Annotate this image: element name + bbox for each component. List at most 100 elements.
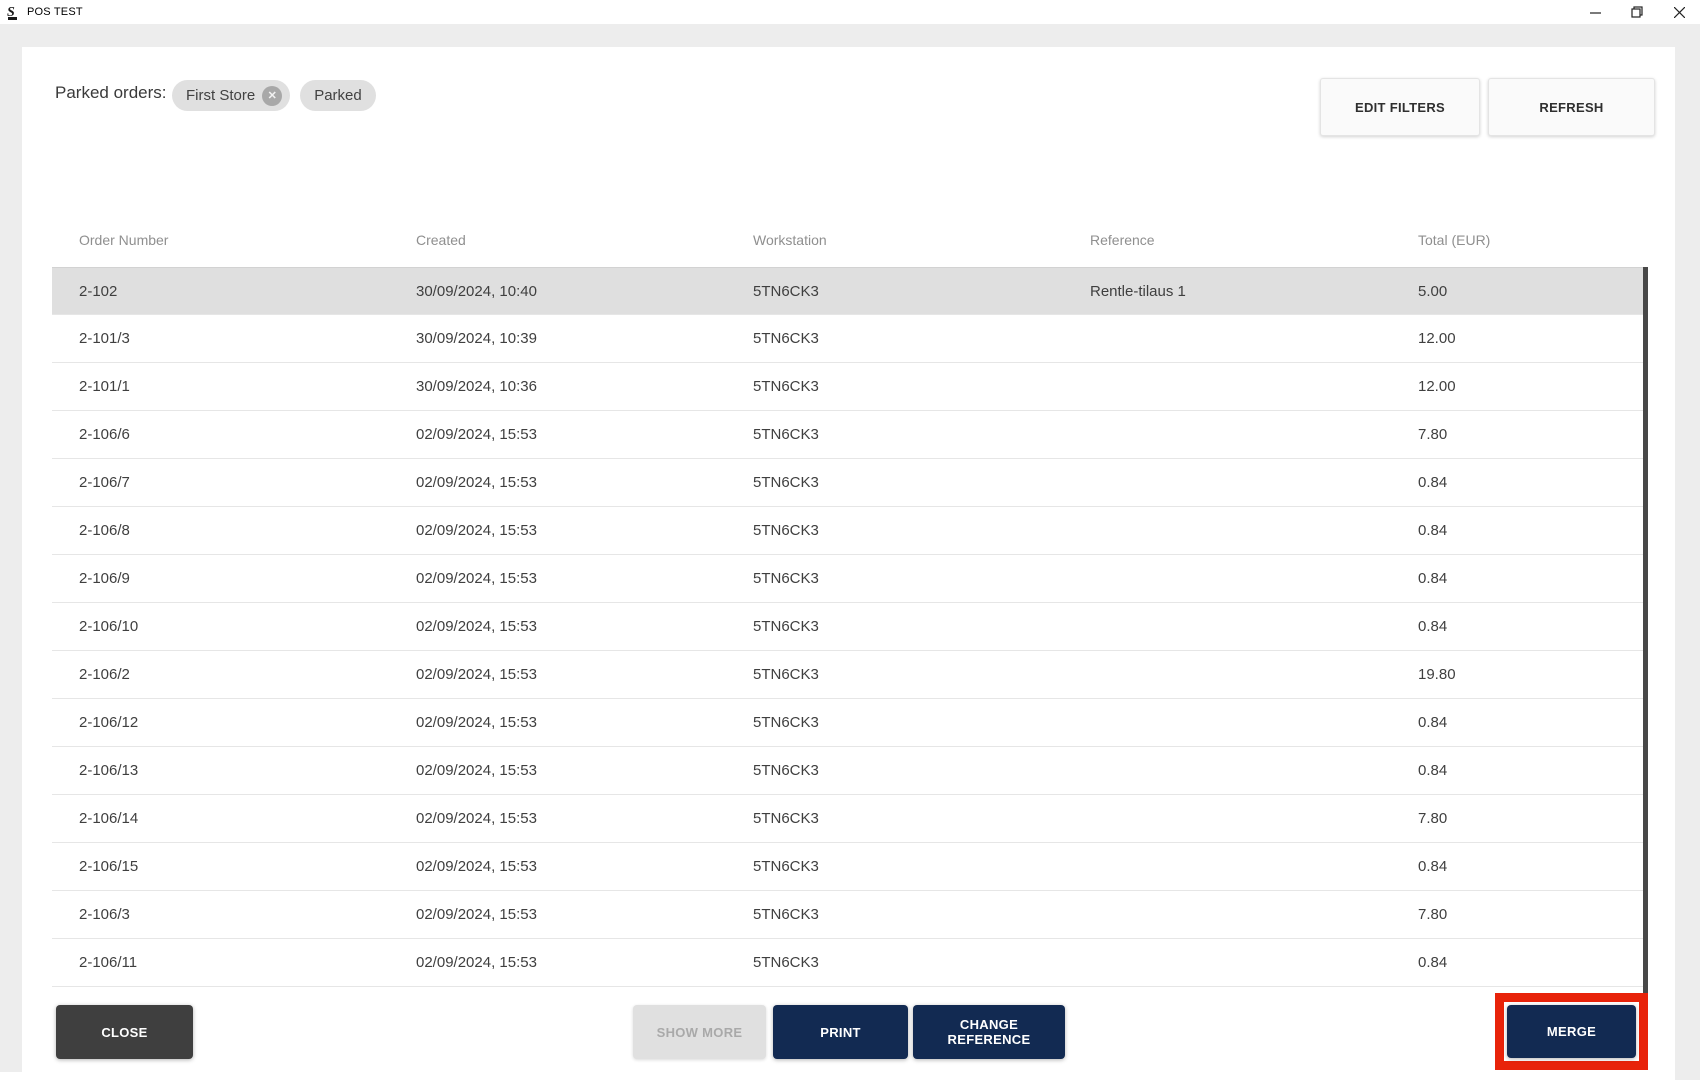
cell-created: 02/09/2024, 15:53 xyxy=(416,954,537,971)
cell-reference: Rentle-tilaus 1 xyxy=(1090,282,1186,300)
cell-total: 12.00 xyxy=(1418,378,1456,395)
filter-chip-label: Parked xyxy=(314,87,362,104)
table-scrollbar[interactable] xyxy=(1643,267,1648,993)
table-row[interactable]: 2-106/7 02/09/2024, 15:53 5TN6CK3 0.84 xyxy=(52,459,1643,507)
cell-total: 0.84 xyxy=(1418,570,1448,587)
cell-total: 7.80 xyxy=(1418,810,1448,827)
cell-order-number: 2-106/2 xyxy=(79,666,130,683)
cell-order-number: 2-106/10 xyxy=(79,618,139,635)
minimize-button[interactable] xyxy=(1574,0,1616,24)
table-row[interactable]: 2-106/3 02/09/2024, 15:53 5TN6CK3 7.80 xyxy=(52,891,1643,939)
restore-button[interactable] xyxy=(1616,0,1658,24)
cell-created: 02/09/2024, 15:53 xyxy=(416,858,537,875)
table-header: Order Number Created Workstation Reference T… xyxy=(52,212,1643,267)
cell-total: 5.00 xyxy=(1418,282,1448,300)
chip-remove-icon[interactable]: ✕ xyxy=(262,85,283,106)
cell-created: 02/09/2024, 15:53 xyxy=(416,666,537,683)
merge-button[interactable]: MERGE xyxy=(1507,1005,1636,1058)
cell-workstation: 5TN6CK3 xyxy=(753,426,819,443)
cell-workstation: 5TN6CK3 xyxy=(753,666,819,683)
cell-order-number: 2-106/12 xyxy=(79,714,139,731)
cell-order-number: 2-106/11 xyxy=(79,954,138,971)
cell-total: 0.84 xyxy=(1418,474,1448,491)
table-row[interactable]: 2-106/14 02/09/2024, 15:53 5TN6CK3 7.80 xyxy=(52,795,1643,843)
cell-order-number: 2-106/8 xyxy=(79,522,130,539)
table-row[interactable]: 2-106/6 02/09/2024, 15:53 5TN6CK3 7.80 xyxy=(52,411,1643,459)
cell-order-number: 2-106/13 xyxy=(79,762,139,779)
cell-created: 02/09/2024, 15:53 xyxy=(416,762,537,779)
cell-order-number: 2-106/6 xyxy=(79,426,130,443)
cell-workstation: 5TN6CK3 xyxy=(753,906,819,923)
column-header: Total (EUR) xyxy=(1418,231,1491,248)
filter-chip[interactable]: Parked xyxy=(300,80,376,111)
table-row[interactable]: 2-106/13 02/09/2024, 15:53 5TN6CK3 0.84 xyxy=(52,747,1643,795)
print-button[interactable]: PRINT xyxy=(773,1005,908,1059)
close-icon xyxy=(1673,6,1685,18)
cell-workstation: 5TN6CK3 xyxy=(753,618,819,635)
app-icon: S xyxy=(5,3,21,21)
restore-icon xyxy=(1631,6,1643,18)
cell-total: 7.80 xyxy=(1418,426,1448,443)
column-header: Created xyxy=(416,231,466,248)
cell-workstation: 5TN6CK3 xyxy=(753,474,819,491)
parked-orders-label: Parked orders: xyxy=(55,83,167,102)
column-header: Workstation xyxy=(753,231,827,248)
orders-table-body: 2-102 30/09/2024, 10:40 5TN6CK3 Rentle-t… xyxy=(52,267,1643,987)
cell-total: 19.80 xyxy=(1418,666,1456,683)
cell-order-number: 2-101/3 xyxy=(79,330,130,347)
cell-created: 30/09/2024, 10:36 xyxy=(416,378,537,395)
cell-total: 0.84 xyxy=(1418,618,1448,635)
cell-created: 02/09/2024, 15:53 xyxy=(416,810,537,827)
cell-order-number: 2-106/7 xyxy=(79,474,130,491)
edit-filters-button[interactable]: EDIT FILTERS xyxy=(1320,78,1480,136)
minimize-icon xyxy=(1589,11,1601,14)
cell-workstation: 5TN6CK3 xyxy=(753,762,819,779)
table-row[interactable]: 2-106/12 02/09/2024, 15:53 5TN6CK3 0.84 xyxy=(52,699,1643,747)
table-row[interactable]: 2-106/10 02/09/2024, 15:53 5TN6CK3 0.84 xyxy=(52,603,1643,651)
filter-chip-label: First Store xyxy=(186,87,256,104)
table-row[interactable]: 2-106/2 02/09/2024, 15:53 5TN6CK3 19.80 xyxy=(52,651,1643,699)
cell-created: 02/09/2024, 15:53 xyxy=(416,570,537,587)
cell-total: 0.84 xyxy=(1418,954,1448,971)
merge-highlight-box: MERGE xyxy=(1495,993,1648,1070)
cell-order-number: 2-101/1 xyxy=(79,378,130,395)
cell-workstation: 5TN6CK3 xyxy=(753,570,819,587)
cell-order-number: 2-106/3 xyxy=(79,906,130,923)
cell-total: 0.84 xyxy=(1418,714,1448,731)
table-row[interactable]: 2-106/11 02/09/2024, 15:53 5TN6CK3 0.84 xyxy=(52,939,1643,987)
filter-chips: First Store ✕ Parked xyxy=(172,80,376,111)
cell-total: 12.00 xyxy=(1418,330,1456,347)
column-header: Reference xyxy=(1090,231,1155,248)
show-more-button[interactable]: SHOW MORE xyxy=(633,1005,766,1059)
column-header: Order Number xyxy=(79,231,169,248)
table-row[interactable]: 2-106/15 02/09/2024, 15:53 5TN6CK3 0.84 xyxy=(52,843,1643,891)
cell-workstation: 5TN6CK3 xyxy=(753,954,819,971)
close-button[interactable]: CLOSE xyxy=(56,1005,193,1059)
table-row[interactable]: 2-101/3 30/09/2024, 10:39 5TN6CK3 12.00 xyxy=(52,315,1643,363)
cell-order-number: 2-106/15 xyxy=(79,858,139,875)
cell-order-number: 2-106/9 xyxy=(79,570,130,587)
filter-chip[interactable]: First Store ✕ xyxy=(172,80,291,111)
titlebar: S POS TEST xyxy=(0,0,1700,24)
cell-order-number: 2-106/14 xyxy=(79,810,139,827)
table-row[interactable]: 2-101/1 30/09/2024, 10:36 5TN6CK3 12.00 xyxy=(52,363,1643,411)
cell-workstation: 5TN6CK3 xyxy=(753,330,819,347)
refresh-button[interactable]: REFRESH xyxy=(1488,78,1655,136)
change-reference-button[interactable]: CHANGE REFERENCE xyxy=(913,1005,1065,1059)
cell-created: 02/09/2024, 15:53 xyxy=(416,714,537,731)
cell-workstation: 5TN6CK3 xyxy=(753,282,819,300)
cell-created: 02/09/2024, 15:53 xyxy=(416,426,537,443)
cell-total: 0.84 xyxy=(1418,522,1448,539)
cell-workstation: 5TN6CK3 xyxy=(753,522,819,539)
cell-created: 30/09/2024, 10:39 xyxy=(416,330,537,347)
close-window-button[interactable] xyxy=(1658,0,1700,24)
table-row[interactable]: 2-102 30/09/2024, 10:40 5TN6CK3 Rentle-t… xyxy=(52,267,1643,315)
cell-workstation: 5TN6CK3 xyxy=(753,858,819,875)
table-row[interactable]: 2-106/9 02/09/2024, 15:53 5TN6CK3 0.84 xyxy=(52,555,1643,603)
cell-total: 0.84 xyxy=(1418,858,1448,875)
window-title: POS TEST xyxy=(27,6,83,18)
table-row[interactable]: 2-106/8 02/09/2024, 15:53 5TN6CK3 0.84 xyxy=(52,507,1643,555)
cell-workstation: 5TN6CK3 xyxy=(753,810,819,827)
window-controls xyxy=(1574,0,1700,24)
